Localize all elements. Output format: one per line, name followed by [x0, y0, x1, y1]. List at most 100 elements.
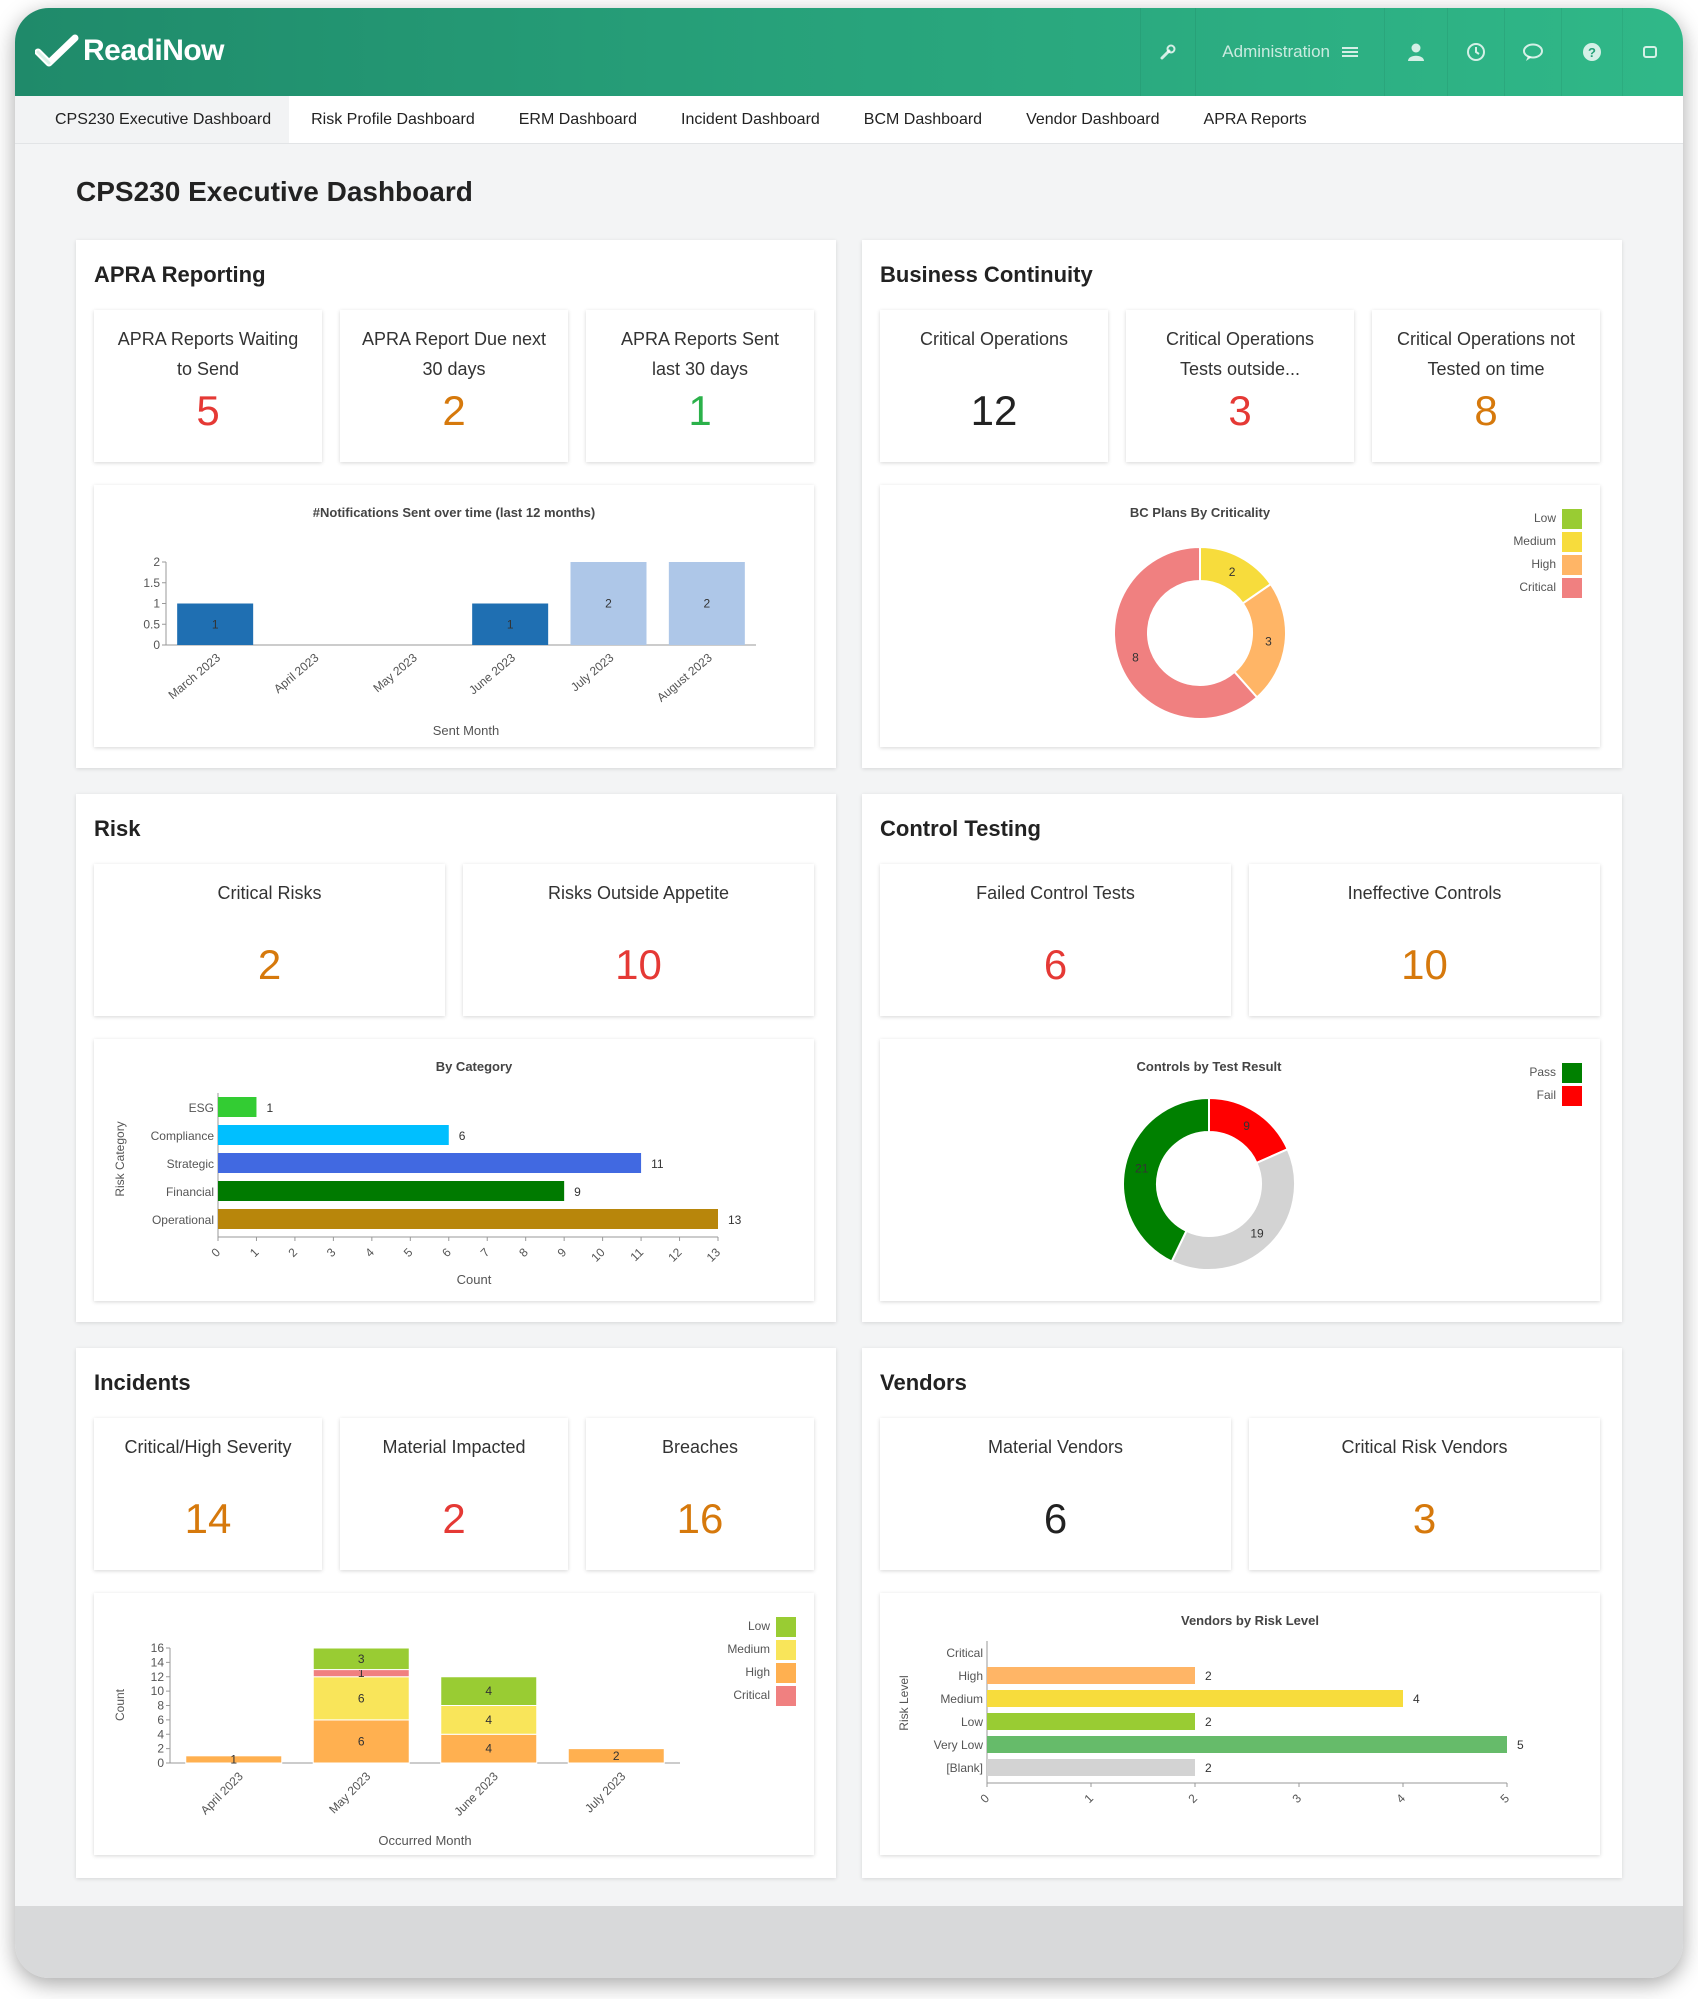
- bar-data-label: 1: [212, 617, 219, 631]
- kpi-label: Critical Operations not Tested on time: [1396, 329, 1576, 379]
- bar-data-label: 4: [485, 1713, 492, 1727]
- x-tick-label: May 2023: [326, 1769, 373, 1816]
- kpi-ops-not-tested[interactable]: Critical Operations not Tested on time 8: [1372, 310, 1600, 462]
- kpi-label: Breaches: [661, 1437, 739, 1457]
- x-tick-label: July 2023: [582, 1769, 628, 1815]
- administration-menu[interactable]: Administration: [1195, 8, 1384, 96]
- bc-plans-chart-svg: BC Plans By Criticality Low Medium High Crit…: [1113, 505, 1582, 720]
- y-tick-label: 2: [157, 1742, 164, 1756]
- kpi-label: Critical Operations Tests outside...: [1165, 329, 1315, 379]
- kpi-risks-outside-appetite[interactable]: Risks Outside Appetite 10: [463, 864, 814, 1016]
- kpi-critical-high-severity[interactable]: Critical/High Severity 14: [94, 1418, 322, 1570]
- fullscreen-button[interactable]: [1622, 8, 1683, 96]
- tab-cps230-executive[interactable]: CPS230 Executive Dashboard: [15, 96, 290, 143]
- bar-data-label: 2: [703, 597, 710, 611]
- bar: [987, 1713, 1195, 1730]
- y-tick-label: 0.5: [143, 617, 160, 631]
- fullscreen-icon: [1643, 46, 1657, 58]
- x-tick-label: 4: [1393, 1791, 1408, 1806]
- apra-reporting-section: APRA Reporting APRA Reports Waiting to Se…: [76, 240, 836, 768]
- y-tick-label: Operational: [152, 1213, 214, 1227]
- kpi-material-impacted[interactable]: Material Impacted 2: [340, 1418, 568, 1570]
- y-tick-label: 12: [151, 1670, 165, 1684]
- logo-text: ReadiNow: [83, 34, 225, 67]
- kpi-material-vendors[interactable]: Material Vendors 6: [880, 1418, 1231, 1570]
- kpi-value: 8: [1474, 387, 1498, 434]
- tab-erm[interactable]: ERM Dashboard: [518, 110, 638, 128]
- legend-label: Critical: [1519, 580, 1556, 594]
- x-tick-label: 9: [555, 1245, 570, 1260]
- checkmark-logo-icon: [35, 34, 79, 67]
- chat-button[interactable]: [1504, 8, 1561, 96]
- business-continuity-section: Business Continuity Critical Operations …: [862, 240, 1622, 768]
- kpi-critical-operations[interactable]: Critical Operations 12: [880, 310, 1108, 462]
- legend-label: High: [1531, 557, 1556, 571]
- legend-label: Pass: [1529, 1065, 1556, 1079]
- help-button[interactable]: ?: [1561, 8, 1622, 96]
- bar-data-label: 9: [574, 1185, 581, 1199]
- history-button[interactable]: [1447, 8, 1504, 96]
- kpi-label: APRA Report Due next 30 days: [361, 329, 547, 379]
- app-logo[interactable]: ReadiNow: [35, 34, 225, 68]
- kpi-value: 12: [970, 387, 1018, 434]
- tools-button[interactable]: [1140, 8, 1195, 96]
- incidents-month-chart: Low Medium High Critical 0 2 4 6 8 10 12 14 16 1 April…: [94, 1593, 814, 1855]
- x-tick-label: 0: [977, 1791, 992, 1806]
- chart-title: Controls by Test Result: [1137, 1059, 1283, 1074]
- bar-data-label: 2: [613, 1749, 620, 1763]
- x-tick-label: May 2023: [370, 650, 420, 695]
- bar-segment: [312, 1676, 410, 1721]
- kpi-value: 2: [442, 1495, 466, 1542]
- legend-swatch: [776, 1617, 796, 1637]
- y-tick-label: High: [958, 1669, 983, 1683]
- slice-data-label: 9: [1243, 1119, 1250, 1133]
- legend-swatch: [1562, 578, 1582, 598]
- y-axis-label: Count: [113, 1688, 127, 1721]
- kpi-ops-tests-outside[interactable]: Critical Operations Tests outside... 3: [1126, 310, 1354, 462]
- kpi-label: Material Impacted: [382, 1437, 526, 1457]
- kpi-breaches[interactable]: Breaches 16: [586, 1418, 814, 1570]
- bar: [668, 562, 745, 645]
- bar: [218, 1125, 449, 1145]
- tab-incident[interactable]: Incident Dashboard: [681, 110, 820, 128]
- tab-vendor[interactable]: Vendor Dashboard: [1026, 110, 1160, 128]
- tab-bcm[interactable]: BCM Dashboard: [863, 110, 983, 128]
- legend-swatch: [776, 1663, 796, 1683]
- kpi-value: 14: [184, 1495, 232, 1542]
- kpi-label: Critical Risks: [217, 883, 322, 903]
- y-tick-label: Very Low: [934, 1738, 984, 1752]
- kpi-value: 2: [442, 387, 466, 434]
- kpi-critical-risks[interactable]: Critical Risks 2: [94, 864, 445, 1016]
- y-tick-label: 10: [151, 1684, 165, 1698]
- kpi-apra-sent[interactable]: APRA Reports Sent last 30 days 1: [586, 310, 814, 462]
- section-title: Control Testing: [880, 816, 1041, 841]
- bar: [177, 603, 254, 645]
- bar: [218, 1181, 565, 1201]
- menu-icon: [1342, 47, 1358, 57]
- notifications-chart-svg: #Notifications Sent over time (last 12 m…: [143, 505, 756, 738]
- x-tick-label: 3: [324, 1245, 339, 1260]
- user-button[interactable]: [1384, 8, 1447, 96]
- tab-apra-reports[interactable]: APRA Reports: [1203, 110, 1307, 128]
- kpi-apra-due[interactable]: APRA Report Due next 30 days 2: [340, 310, 568, 462]
- slice-data-label: 21: [1135, 1162, 1149, 1176]
- bar-data-label: 2: [1205, 1669, 1212, 1683]
- bar-data-label: 1: [230, 1752, 237, 1766]
- bar-data-label: 6: [358, 1691, 365, 1705]
- kpi-ineffective-controls[interactable]: Ineffective Controls 10: [1249, 864, 1600, 1016]
- administration-label: Administration: [1222, 42, 1330, 61]
- slice-data-label: 2: [1229, 565, 1236, 579]
- help-icon: ?: [1583, 43, 1601, 61]
- bc-plans-chart: BC Plans By Criticality Low Medium High Crit…: [880, 485, 1600, 747]
- tab-risk-profile[interactable]: Risk Profile Dashboard: [311, 110, 475, 128]
- legend-swatch: [776, 1686, 796, 1706]
- bar: [987, 1759, 1195, 1776]
- y-tick-label: Medium: [940, 1692, 983, 1706]
- chart-title: By Category: [436, 1059, 513, 1074]
- section-title: APRA Reporting: [94, 262, 266, 287]
- top-bar: ReadiNow Administration: [15, 8, 1683, 96]
- kpi-failed-control-tests[interactable]: Failed Control Tests 6: [880, 864, 1231, 1016]
- kpi-apra-waiting[interactable]: APRA Reports Waiting to Send 5: [94, 310, 322, 462]
- vendors-risk-chart: Vendors by Risk Level Critical 2 High 4 Mediu…: [880, 1593, 1600, 1855]
- kpi-critical-risk-vendors[interactable]: Critical Risk Vendors 3: [1249, 1418, 1600, 1570]
